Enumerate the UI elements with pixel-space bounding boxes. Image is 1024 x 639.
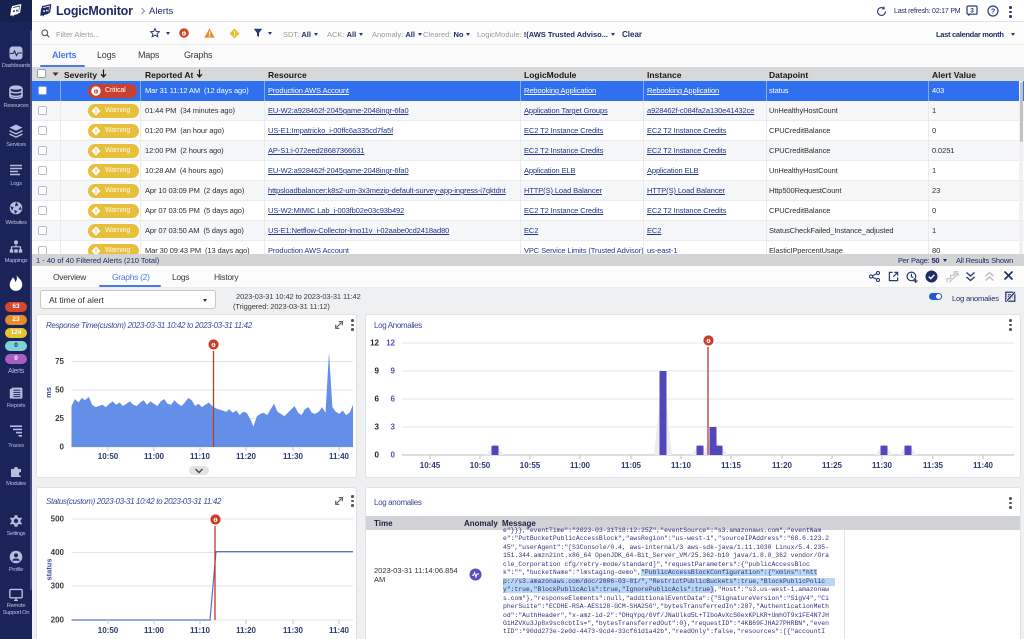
svg-text:11:40: 11:40 (973, 461, 994, 470)
svg-text:11:30: 11:30 (872, 461, 893, 470)
svg-text:9: 9 (391, 367, 396, 376)
svg-text:0: 0 (375, 451, 380, 460)
svg-text:11:20: 11:20 (236, 452, 257, 461)
svg-text:3: 3 (970, 7, 974, 14)
svg-text:11:20: 11:20 (236, 626, 257, 635)
svg-text:11:25: 11:25 (822, 461, 843, 470)
svg-text:6: 6 (391, 395, 396, 404)
svg-text:11:40: 11:40 (329, 452, 350, 461)
svg-text:11:10: 11:10 (190, 452, 211, 461)
svg-text:11:10: 11:10 (671, 461, 692, 470)
svg-text:11:05: 11:05 (621, 461, 642, 470)
svg-text:10:55: 10:55 (520, 461, 541, 470)
svg-text:11:20: 11:20 (772, 461, 793, 470)
svg-text:400: 400 (51, 548, 65, 557)
svg-text:50: 50 (55, 386, 64, 395)
svg-text:11:00: 11:00 (144, 626, 165, 635)
svg-text:11:10: 11:10 (190, 626, 211, 635)
svg-text:6: 6 (375, 395, 380, 404)
svg-text:3: 3 (391, 423, 396, 432)
svg-text:?: ? (991, 7, 996, 16)
svg-text:200: 200 (51, 616, 65, 625)
svg-text:3: 3 (375, 423, 380, 432)
svg-text:11:00: 11:00 (144, 452, 165, 461)
svg-text:12: 12 (386, 339, 395, 348)
svg-text:11:30: 11:30 (283, 452, 304, 461)
svg-text:10:50: 10:50 (98, 626, 119, 635)
svg-text:300: 300 (51, 582, 65, 591)
svg-text:11:00: 11:00 (570, 461, 591, 470)
svg-text:10:45: 10:45 (420, 461, 441, 470)
svg-text:9: 9 (375, 367, 380, 376)
svg-text:75: 75 (55, 357, 64, 366)
svg-text:10:50: 10:50 (98, 452, 119, 461)
svg-text:12: 12 (370, 339, 379, 348)
svg-text:11:30: 11:30 (283, 626, 304, 635)
svg-text:11:40: 11:40 (329, 626, 350, 635)
svg-text:0: 0 (391, 451, 396, 460)
svg-text:11:35: 11:35 (923, 461, 944, 470)
svg-text:500: 500 (51, 515, 65, 524)
svg-text:11:15: 11:15 (721, 461, 742, 470)
svg-text:25: 25 (55, 414, 64, 423)
svg-text:10:50: 10:50 (470, 461, 491, 470)
svg-text:0: 0 (60, 443, 65, 452)
